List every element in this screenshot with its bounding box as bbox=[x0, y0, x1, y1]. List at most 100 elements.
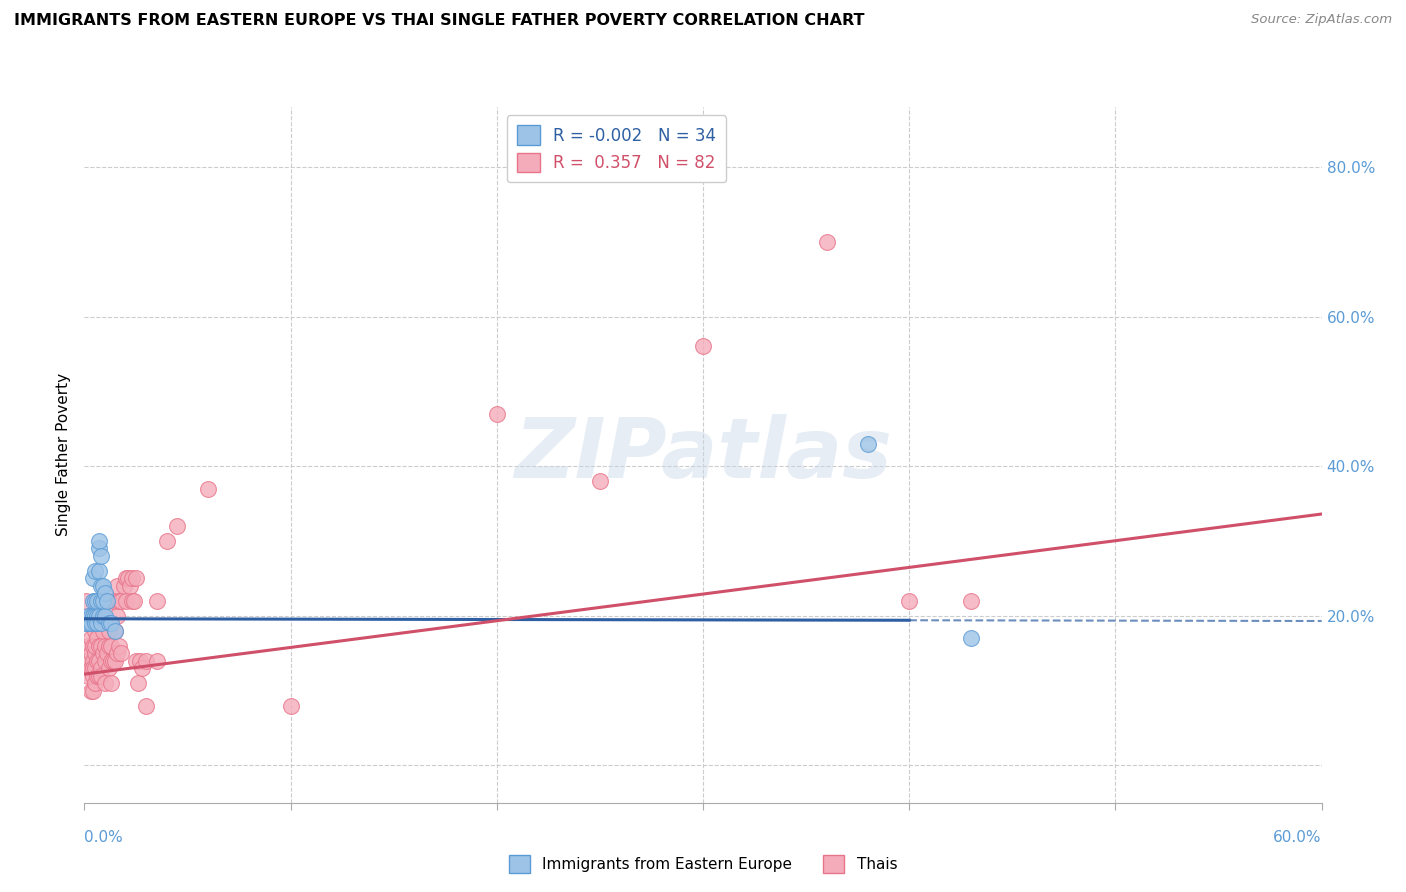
Point bbox=[166, 519, 188, 533]
Point bbox=[77, 668, 100, 682]
Point bbox=[117, 571, 139, 585]
Point bbox=[96, 594, 118, 608]
Point bbox=[75, 616, 97, 631]
Text: IMMIGRANTS FROM EASTERN EUROPE VS THAI SINGLE FATHER POVERTY CORRELATION CHART: IMMIGRANTS FROM EASTERN EUROPE VS THAI S… bbox=[14, 13, 865, 29]
Point bbox=[485, 407, 508, 421]
Point bbox=[83, 676, 105, 690]
Point bbox=[135, 698, 157, 713]
Point bbox=[108, 594, 131, 608]
Point bbox=[104, 594, 127, 608]
Point bbox=[87, 608, 110, 623]
Point bbox=[91, 646, 114, 660]
Point bbox=[94, 586, 117, 600]
Point bbox=[87, 564, 110, 578]
Point bbox=[94, 676, 117, 690]
Point bbox=[77, 608, 100, 623]
Point bbox=[105, 608, 128, 623]
Point bbox=[83, 608, 105, 623]
Legend: Immigrants from Eastern Europe, Thais: Immigrants from Eastern Europe, Thais bbox=[503, 849, 903, 879]
Point bbox=[110, 646, 132, 660]
Point bbox=[91, 608, 114, 623]
Point bbox=[94, 654, 117, 668]
Text: 60.0%: 60.0% bbox=[1274, 830, 1322, 845]
Point bbox=[589, 474, 612, 488]
Point bbox=[90, 668, 112, 682]
Point bbox=[108, 639, 131, 653]
Point bbox=[82, 654, 104, 668]
Point bbox=[77, 616, 100, 631]
Point bbox=[121, 571, 143, 585]
Point bbox=[82, 661, 104, 675]
Point bbox=[692, 339, 714, 353]
Point bbox=[82, 571, 104, 585]
Point bbox=[90, 616, 112, 631]
Point bbox=[105, 646, 128, 660]
Point bbox=[856, 436, 879, 450]
Point bbox=[77, 654, 100, 668]
Point bbox=[86, 616, 108, 631]
Point bbox=[83, 616, 105, 631]
Text: Source: ZipAtlas.com: Source: ZipAtlas.com bbox=[1251, 13, 1392, 27]
Point bbox=[79, 646, 101, 660]
Point bbox=[82, 608, 104, 623]
Point bbox=[280, 698, 302, 713]
Y-axis label: Single Father Poverty: Single Father Poverty bbox=[56, 374, 72, 536]
Point bbox=[100, 616, 122, 631]
Point bbox=[960, 631, 983, 645]
Point bbox=[100, 654, 122, 668]
Point bbox=[83, 624, 105, 638]
Point bbox=[94, 639, 117, 653]
Point bbox=[98, 661, 121, 675]
Point bbox=[86, 608, 108, 623]
Point bbox=[75, 594, 97, 608]
Point bbox=[103, 594, 125, 608]
Point bbox=[98, 624, 121, 638]
Point bbox=[127, 676, 149, 690]
Point bbox=[125, 654, 148, 668]
Text: ZIPatlas: ZIPatlas bbox=[515, 415, 891, 495]
Point bbox=[90, 594, 112, 608]
Point bbox=[94, 608, 117, 623]
Point bbox=[79, 608, 101, 623]
Point bbox=[82, 668, 104, 682]
Point bbox=[86, 616, 108, 631]
Point bbox=[86, 631, 108, 645]
Point bbox=[90, 661, 112, 675]
Point bbox=[82, 683, 104, 698]
Point bbox=[131, 661, 153, 675]
Point bbox=[114, 594, 136, 608]
Point bbox=[114, 571, 136, 585]
Point bbox=[112, 579, 135, 593]
Point bbox=[122, 594, 145, 608]
Point bbox=[87, 654, 110, 668]
Point bbox=[100, 676, 122, 690]
Point bbox=[77, 639, 100, 653]
Point bbox=[83, 594, 105, 608]
Point bbox=[79, 683, 101, 698]
Point bbox=[815, 235, 838, 249]
Point bbox=[83, 661, 105, 675]
Point bbox=[90, 639, 112, 653]
Text: 0.0%: 0.0% bbox=[84, 830, 124, 845]
Point bbox=[90, 549, 112, 563]
Point bbox=[104, 624, 127, 638]
Point bbox=[83, 646, 105, 660]
Point bbox=[98, 616, 121, 631]
Point bbox=[79, 616, 101, 631]
Point bbox=[103, 654, 125, 668]
Point bbox=[960, 594, 983, 608]
Point bbox=[87, 639, 110, 653]
Point bbox=[129, 654, 152, 668]
Point bbox=[135, 654, 157, 668]
Point bbox=[145, 594, 167, 608]
Point bbox=[91, 579, 114, 593]
Point bbox=[104, 654, 127, 668]
Point bbox=[90, 579, 112, 593]
Point bbox=[121, 594, 143, 608]
Point bbox=[83, 564, 105, 578]
Point bbox=[898, 594, 921, 608]
Point bbox=[87, 533, 110, 548]
Point bbox=[110, 594, 132, 608]
Point bbox=[96, 594, 118, 608]
Point bbox=[83, 639, 105, 653]
